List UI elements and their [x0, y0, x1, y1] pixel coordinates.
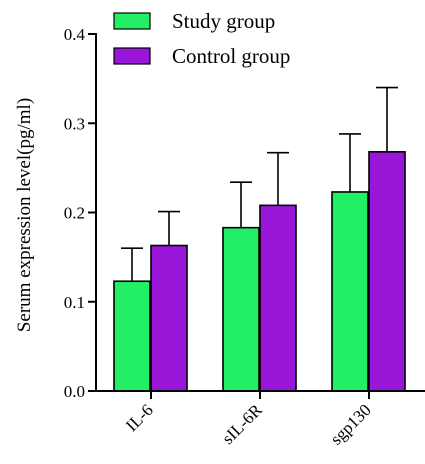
y-tick-label: 0.0	[64, 382, 85, 401]
bar-study-group	[222, 226, 260, 392]
bar-study-group	[113, 280, 151, 392]
y-tick-label: 0.3	[64, 114, 85, 133]
bar-control-group	[368, 151, 406, 392]
y-tick-label: 0.2	[64, 204, 85, 223]
y-tick-label: 0.1	[64, 293, 85, 312]
y-tick-label: 0.4	[64, 25, 86, 44]
bar-study-group	[331, 191, 369, 392]
legend-swatch	[113, 47, 151, 65]
x-tick-label: sIL-6R	[218, 400, 266, 448]
legend-swatch	[113, 12, 151, 30]
y-axis-label: Serum expression level(pg/ml)	[14, 98, 35, 332]
legend-label: Control group	[172, 44, 290, 68]
error-bars	[121, 86, 398, 282]
bar-control-group	[150, 244, 188, 392]
x-tick-label: IL-6	[122, 400, 157, 435]
x-tick-label: sgp130	[327, 400, 375, 448]
legend: Study group Control group	[113, 9, 290, 68]
bars	[113, 151, 406, 392]
legend-label: Study group	[172, 9, 275, 33]
bar-control-group	[259, 204, 297, 392]
